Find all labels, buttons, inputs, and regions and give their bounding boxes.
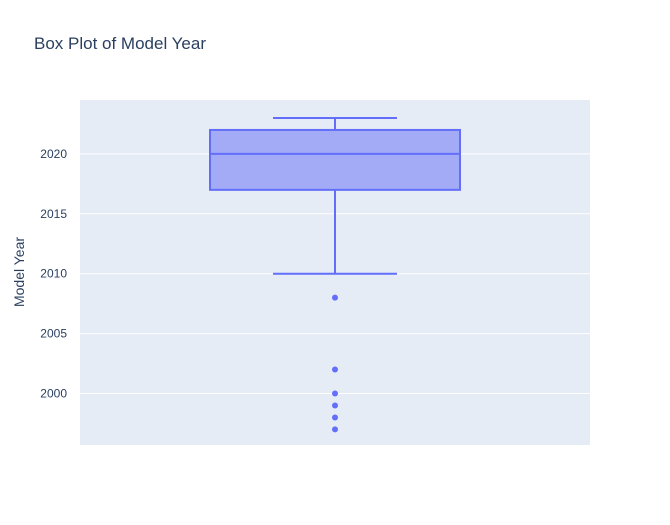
y-tick-label-2000: 2000 <box>40 386 67 400</box>
y-tick-labels: 2000 2005 2010 2015 2020 <box>40 147 67 401</box>
outlier-point-4[interactable] <box>332 414 338 421</box>
interquartile-box[interactable] <box>209 128 461 191</box>
chart-title: Box Plot of Model Year <box>34 34 207 53</box>
outlier-point-5[interactable] <box>332 426 338 433</box>
y-tick-label-2015: 2015 <box>40 207 67 221</box>
y-tick-label-2010: 2010 <box>40 267 67 281</box>
y-tick-label-2005: 2005 <box>40 327 67 341</box>
outlier-points[interactable] <box>332 294 338 433</box>
outlier-point-2[interactable] <box>332 390 338 397</box>
box-trace[interactable] <box>209 116 461 275</box>
y-tick-label-2020: 2020 <box>40 147 67 161</box>
outlier-point-0[interactable] <box>332 294 338 301</box>
outlier-point-1[interactable] <box>332 366 338 373</box>
outlier-point-3[interactable] <box>332 402 338 409</box>
